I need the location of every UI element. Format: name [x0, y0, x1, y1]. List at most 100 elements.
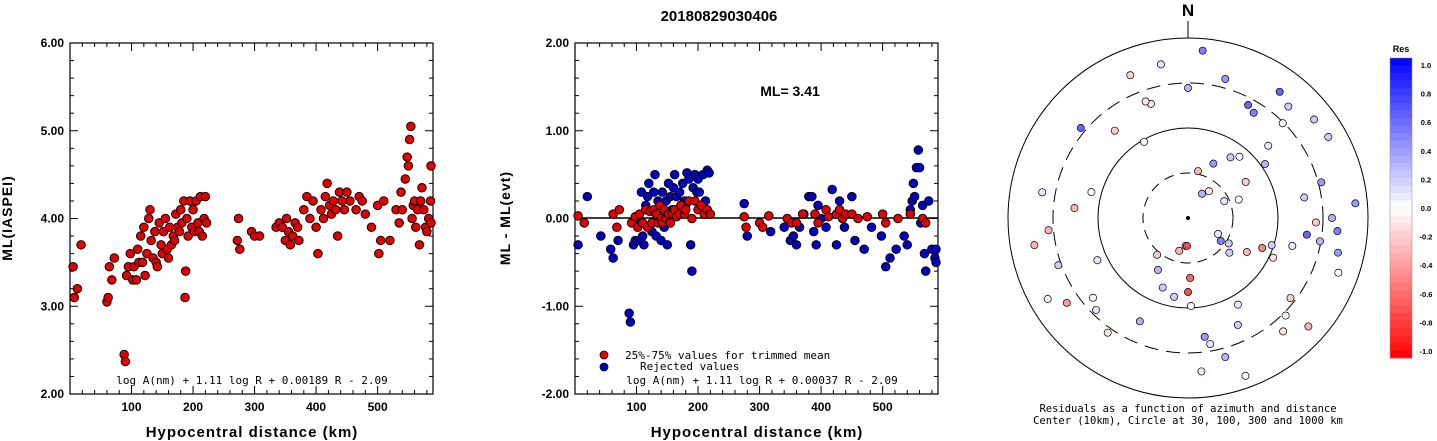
data-point-trimmed [853, 213, 863, 224]
data-point-trimmed [862, 211, 872, 222]
colorbar-cell [1390, 170, 1412, 179]
colorbar-cell [1390, 305, 1412, 314]
station-residual-marker [1235, 152, 1244, 161]
colorbar-cell [1390, 335, 1412, 344]
data-point-trimmed [823, 211, 834, 222]
data-point-rejected [613, 235, 623, 246]
station-residual-marker [1141, 97, 1150, 106]
data-point-red [120, 356, 131, 367]
colorbar-tick-label: 0.0 [1421, 204, 1431, 213]
plot1-frame [69, 42, 434, 395]
station-residual-marker [1267, 241, 1276, 250]
station-residual-marker [1221, 353, 1230, 362]
station-residual-marker [1279, 327, 1288, 336]
station-residual-marker [1158, 283, 1167, 292]
station-residual-marker [1324, 133, 1333, 141]
plot1-ylabel: ML(IASPEI) [0, 175, 15, 260]
data-point-red [235, 244, 245, 254]
data-point-trimmed [877, 209, 888, 219]
data-point-rejected [834, 196, 845, 206]
data-point-red [385, 235, 395, 246]
colorbar-cell [1390, 103, 1412, 111]
colorbar-tick-label: 0.2 [1421, 175, 1431, 184]
data-point-trimmed [573, 211, 583, 221]
station-residual-marker [1184, 288, 1192, 296]
station-residual-marker [1281, 311, 1290, 320]
data-point-rejected [931, 244, 941, 254]
data-point-red [320, 191, 331, 202]
data-point-rejected [608, 253, 618, 263]
data-point-red [379, 196, 389, 206]
station-residual-marker [1224, 239, 1233, 248]
data-point-rejected [669, 169, 680, 180]
data-point-rejected [827, 184, 837, 195]
colorbar-cell [1390, 73, 1412, 81]
station-residual-marker [1206, 340, 1215, 349]
legend-red-marker [599, 350, 609, 360]
station-residual-marker [1249, 108, 1258, 117]
x-tick-label: 100 [122, 400, 142, 414]
station-residual-marker [1286, 294, 1295, 302]
data-point-rejected [866, 222, 877, 233]
data-point-rejected [913, 145, 924, 155]
data-point-red [394, 218, 404, 228]
data-point-red [131, 275, 142, 285]
data-point-red [313, 248, 323, 259]
data-point-rejected [811, 240, 821, 250]
data-point-red [360, 209, 371, 219]
data-point-red [72, 283, 83, 294]
data-point-rejected [908, 178, 919, 189]
data-point-red [152, 262, 163, 272]
data-point-red [107, 275, 117, 285]
station-residual-marker [1216, 236, 1225, 245]
x-tick-label: 200 [688, 400, 708, 414]
data-point-trimmed [739, 211, 749, 222]
data-point-rejected [880, 262, 891, 272]
colorbar-cell [1390, 178, 1412, 186]
data-point-red [357, 196, 367, 206]
data-point-red [103, 292, 113, 303]
station-residual-marker [1135, 317, 1144, 326]
y-tick-label: 6.00 [41, 36, 65, 50]
colorbar-cell [1390, 313, 1412, 321]
data-point-red [281, 213, 292, 224]
station-residual-marker [1258, 244, 1267, 252]
station-residual-marker [1221, 74, 1230, 83]
station-residual-marker [1044, 226, 1053, 235]
colorbar-cell [1390, 148, 1412, 156]
station-residual-marker [1197, 367, 1206, 376]
data-point-trimmed [797, 209, 808, 219]
station-residual-marker [1234, 300, 1242, 309]
x-tick-label: 500 [368, 400, 388, 414]
data-point-rejected [596, 231, 606, 241]
data-point-red [366, 222, 377, 233]
station-residual-marker [1316, 237, 1324, 246]
colorbar-cell [1390, 58, 1412, 66]
station-residual-marker [1087, 188, 1096, 197]
data-point-red [426, 218, 436, 228]
station-residual-marker [1311, 218, 1320, 227]
station-residual-marker [1198, 189, 1206, 198]
station-residual-marker [1043, 295, 1052, 303]
colorbar-cell [1390, 208, 1412, 216]
data-point-rejected [831, 240, 842, 250]
x-tick-label: 500 [873, 400, 893, 414]
data-point-rejected [639, 240, 649, 250]
data-point-red [125, 248, 136, 259]
ml-residual-panel: -2.00 -1.00 0.00 1.00 2.00 100 200 300 400 500 ML… [497, 36, 941, 441]
data-point-rejected [685, 240, 696, 250]
colorbar-tick-label: -0.6 [1420, 290, 1433, 299]
colorbar-cell [1390, 223, 1412, 231]
data-point-red [201, 218, 212, 228]
data-point-red [188, 204, 198, 215]
data-point-red [254, 231, 265, 241]
colorbar-cell [1390, 230, 1412, 239]
station-residual-marker [1070, 204, 1079, 213]
data-point-red [403, 161, 414, 171]
station-residual-marker [1198, 46, 1207, 55]
data-point-red [411, 222, 421, 233]
data-point-red [345, 196, 355, 206]
colorbar-cell [1390, 290, 1412, 299]
data-point-rejected [687, 266, 697, 276]
station-residual-marker [1304, 322, 1313, 331]
